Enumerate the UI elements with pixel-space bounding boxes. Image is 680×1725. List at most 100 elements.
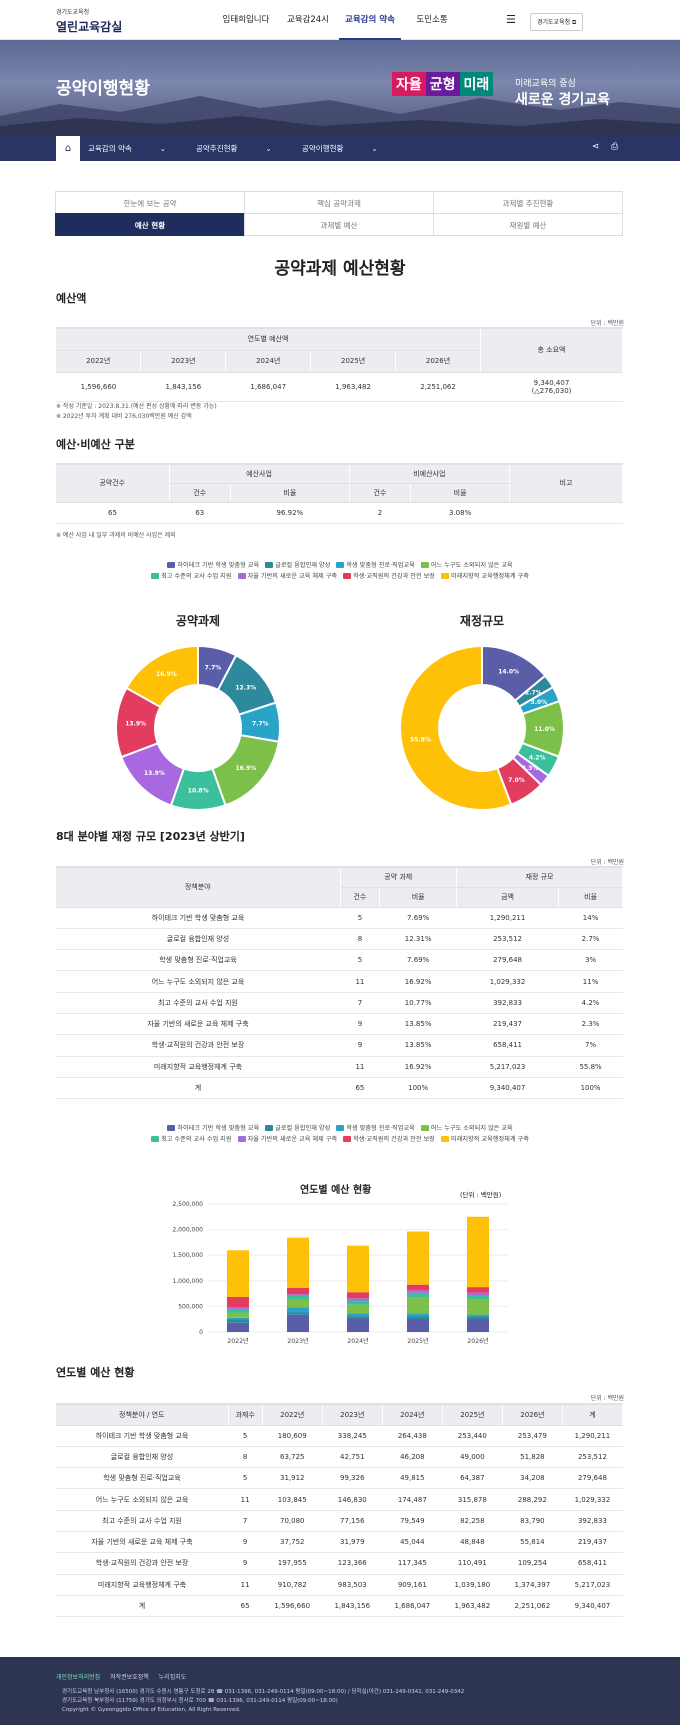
nav-item-24h[interactable]: 교육감24시: [286, 15, 330, 25]
table-cell: 9,340,407: [562, 1595, 623, 1618]
nav-item-promise[interactable]: 교육감의 약속: [339, 0, 401, 40]
bar-segment[interactable]: [287, 1299, 309, 1308]
legend-item[interactable]: 학생·교직원의 건강과 안전 보장: [343, 571, 435, 582]
pie-slice[interactable]: [399, 644, 513, 811]
bar-chart-yearly: 0 500,000 1,000,000 1,500,000 2,000,000 2,500…: [172, 1201, 508, 1345]
legend-item[interactable]: 하이테크 기반 학생 맞춤형 교육: [167, 1123, 259, 1134]
nonbudget-table: 공약건수 예산사업 비예산사업 비고 건수 비율 건수 비율 65 63 96.…: [56, 463, 623, 524]
bar-segment[interactable]: [347, 1313, 369, 1317]
sub-header: 비율: [558, 887, 623, 908]
bar-segment[interactable]: [467, 1295, 489, 1300]
legend-item[interactable]: 어느 누구도 소외되지 않은 교육: [420, 560, 513, 571]
bar-segment[interactable]: [227, 1317, 249, 1320]
site-logo[interactable]: 경기도교육청 열린교육감실: [56, 7, 122, 35]
legend-item[interactable]: 하이테크 기반 학생 맞춤형 교육: [167, 560, 259, 571]
pie-title-finance: 재정규모: [459, 614, 505, 628]
legend-item[interactable]: 학생 맞춤형 진로·직업교육: [336, 560, 415, 571]
bar-segment[interactable]: [287, 1287, 309, 1295]
bar-segment[interactable]: [407, 1292, 429, 1298]
legend-item[interactable]: 글로컬 융합인재 양성: [265, 1123, 330, 1134]
legend-item[interactable]: 글로컬 융합인재 양성: [265, 560, 330, 571]
legend-item[interactable]: 미래지향적 교육행정체계 구축: [440, 1134, 529, 1145]
table-cell: 658,411: [562, 1552, 623, 1575]
bar-segment[interactable]: [407, 1316, 429, 1320]
bar-segment[interactable]: [347, 1245, 369, 1293]
column-header: 2022년: [262, 1404, 323, 1426]
bar-segment[interactable]: [287, 1314, 309, 1332]
legend-label: 자율 기반의 새로운 교육 체제 구축: [247, 1136, 338, 1143]
table-cell: 2.3%: [558, 1013, 623, 1036]
legend-item[interactable]: 최고 수준의 교사 수업 지원: [151, 571, 232, 582]
breadcrumb-item-promise[interactable]: 교육감의 약속 ⌄: [88, 136, 166, 161]
site-footer: 개인정보처리방침 저작권보호정책 누리집지도 경기도교육청 남부청사 (1650…: [0, 1657, 680, 1725]
bar-segment[interactable]: [287, 1312, 309, 1315]
bar-segment[interactable]: [467, 1287, 489, 1293]
menu-icon[interactable]: ☰: [506, 13, 516, 26]
legend-item[interactable]: 어느 누구도 소외되지 않은 교육: [420, 1123, 513, 1134]
bar-segment[interactable]: [347, 1316, 369, 1319]
bar-segment[interactable]: [467, 1316, 489, 1320]
bar-segment[interactable]: [227, 1308, 249, 1313]
bar-segment[interactable]: [227, 1312, 249, 1318]
bar-segment[interactable]: [287, 1237, 309, 1288]
breadcrumb-item-status[interactable]: 공약추진현황 ⌄: [196, 136, 272, 161]
bar-segment[interactable]: [227, 1296, 249, 1308]
table-cell: 77,156: [322, 1510, 383, 1532]
tab-task-budget[interactable]: 과제별 예산: [244, 213, 434, 236]
legend-item[interactable]: 학생 맞춤형 진로·직업교육: [336, 1123, 415, 1134]
bar-segment[interactable]: [347, 1300, 369, 1305]
legend-item[interactable]: 미래지향적 교육행정체계 구축: [440, 571, 529, 582]
bar-segment[interactable]: [347, 1298, 369, 1301]
tab-core-tasks[interactable]: 핵심 공약과제: [244, 191, 434, 214]
footer-link-privacy[interactable]: 개인정보처리방침: [56, 1674, 101, 1681]
bar-segment[interactable]: [347, 1292, 369, 1299]
bar-segment[interactable]: [347, 1304, 369, 1314]
tab-source-budget[interactable]: 재원별 예산: [433, 213, 623, 236]
nav-item-communication[interactable]: 도민소통: [416, 15, 448, 25]
bar-segment[interactable]: [227, 1319, 249, 1323]
footer-line: Copyright © Gyeonggido Office of Educati…: [62, 1707, 241, 1713]
bar-segment[interactable]: [227, 1307, 249, 1309]
table-cell: 1,290,211: [456, 907, 559, 929]
bar-segment[interactable]: [407, 1297, 429, 1314]
bar-segment[interactable]: [347, 1318, 369, 1332]
footer-link-copyright[interactable]: 저작권보호정책: [110, 1674, 149, 1681]
legend-item[interactable]: 최고 수준의 교사 수업 지원: [151, 1134, 232, 1145]
print-icon[interactable]: ⎙: [611, 142, 619, 152]
bar-segment[interactable]: [467, 1299, 489, 1315]
bar-segment[interactable]: [467, 1314, 489, 1317]
table-cell: 어느 누구도 소외되지 않은 교육: [56, 1488, 228, 1511]
bar-segment[interactable]: [407, 1290, 429, 1293]
bar-segment[interactable]: [407, 1231, 429, 1285]
table-cell: 자율 기반의 새로운 교육 체제 구축: [56, 1531, 228, 1554]
footer-link-sitemap[interactable]: 누리집지도: [158, 1674, 187, 1681]
tab-overview[interactable]: 한눈에 보는 공약: [55, 191, 245, 214]
bar-segment[interactable]: [407, 1313, 429, 1317]
bar-segment[interactable]: [407, 1284, 429, 1291]
bar-segment[interactable]: [467, 1292, 489, 1296]
bar-segment[interactable]: [467, 1319, 489, 1332]
breadcrumb-item-progress[interactable]: 공약이행현황 ⌄: [302, 136, 378, 161]
tab-budget-status[interactable]: 예산 현황: [55, 213, 245, 236]
legend-item[interactable]: 학생·교직원의 건강과 안전 보장: [343, 1134, 435, 1145]
bar-segment[interactable]: [227, 1250, 249, 1297]
bar-segment[interactable]: [407, 1319, 429, 1332]
legend-item[interactable]: 자율 기반의 새로운 교육 체제 구축: [237, 1134, 338, 1145]
home-icon[interactable]: ⌂: [56, 136, 80, 161]
legend-swatch: [265, 1125, 274, 1131]
share-icon[interactable]: ⋖: [592, 142, 600, 152]
bar-segment[interactable]: [467, 1216, 489, 1288]
legend-item[interactable]: 자율 기반의 새로운 교육 체제 구축: [237, 571, 337, 582]
legend-label: 학생·교직원의 건강과 안전 보장: [353, 573, 435, 580]
breadcrumb-label: 공약추진현황: [196, 144, 238, 153]
office-site-button[interactable]: 경기도교육청 ⧉: [530, 13, 584, 31]
bar-segment[interactable]: [227, 1322, 249, 1332]
bar-segment[interactable]: [287, 1295, 309, 1300]
tab-task-progress[interactable]: 과제별 추진현황: [433, 191, 623, 214]
table-cell: 학생 맞춤형 진로·직업교육: [56, 949, 340, 972]
bar-segment[interactable]: [287, 1294, 309, 1296]
pie-slice[interactable]: [125, 644, 199, 709]
nav-item-intro[interactable]: 임태희입니다: [222, 15, 270, 25]
bar-segment[interactable]: [287, 1307, 309, 1313]
legend-swatch: [336, 562, 345, 568]
